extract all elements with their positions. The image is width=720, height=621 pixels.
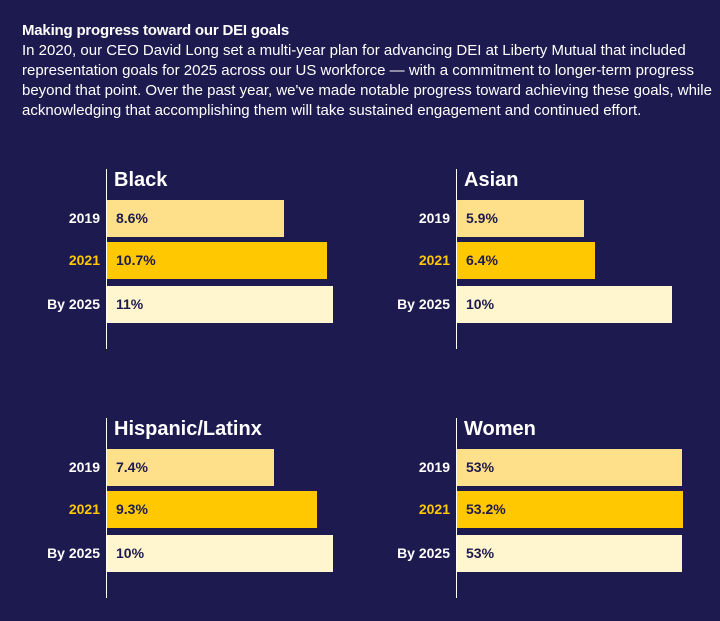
bar	[457, 286, 672, 323]
bar-value-label: 7.4%	[116, 459, 148, 475]
chart-axis-line	[106, 169, 107, 349]
bar-value-label: 5.9%	[466, 210, 498, 226]
bar	[457, 449, 682, 486]
bar	[457, 535, 682, 572]
bar-value-label: 10%	[466, 296, 495, 312]
chart-panel: Women 2019 53% 2021 53.2% By 2025 53%	[370, 418, 690, 608]
chart-axis-line	[456, 169, 457, 349]
bar-value-label: 53%	[466, 545, 495, 561]
chart-title: Asian	[464, 169, 519, 191]
bar	[457, 491, 683, 528]
bar-value-label: 10%	[116, 545, 145, 561]
chart-axis-line	[456, 418, 457, 598]
page-title: Making progress toward our DEI goals	[22, 22, 290, 39]
category-label: 2019	[418, 210, 450, 226]
category-label: 2021	[418, 252, 450, 268]
bar	[107, 200, 284, 237]
category-label: By 2025	[397, 545, 450, 561]
bar-value-label: 8.6%	[116, 210, 148, 226]
bar-value-label: 10.7%	[116, 252, 156, 268]
chart-panel: Asian 2019 5.9% 2021 6.4% By 2025 10%	[370, 169, 690, 359]
category-label: 2021	[418, 501, 450, 517]
chart-axis-line	[106, 418, 107, 598]
chart-title: Women	[464, 418, 536, 440]
bar	[457, 200, 584, 237]
bar-value-label: 9.3%	[116, 501, 148, 517]
bar	[107, 242, 327, 279]
chart-panel: Black 2019 8.6% 2021 10.7% By 2025 11%	[20, 169, 340, 359]
category-label: 2021	[68, 501, 100, 517]
chart-panel: Hispanic/Latinx 2019 7.4% 2021 9.3% By 2025 10…	[20, 418, 340, 608]
intro-paragraph: In 2020, our CEO David Long set a multi-…	[22, 42, 712, 119]
chart-title: Hispanic/Latinx	[114, 418, 262, 440]
category-label: 2019	[68, 459, 100, 475]
bar-value-label: 53.2%	[466, 501, 506, 517]
bar-value-label: 11%	[116, 296, 144, 312]
bar	[107, 535, 333, 572]
bar	[107, 491, 317, 528]
bar	[457, 242, 595, 279]
category-label: By 2025	[47, 296, 100, 312]
bar-value-label: 6.4%	[466, 252, 498, 268]
bar	[107, 286, 333, 323]
category-label: By 2025	[47, 545, 100, 561]
bar	[107, 449, 274, 486]
chart-title: Black	[114, 169, 168, 191]
category-label: 2021	[68, 252, 100, 268]
category-label: 2019	[68, 210, 100, 226]
category-label: By 2025	[397, 296, 450, 312]
category-label: 2019	[418, 459, 450, 475]
bar-value-label: 53%	[466, 459, 495, 475]
